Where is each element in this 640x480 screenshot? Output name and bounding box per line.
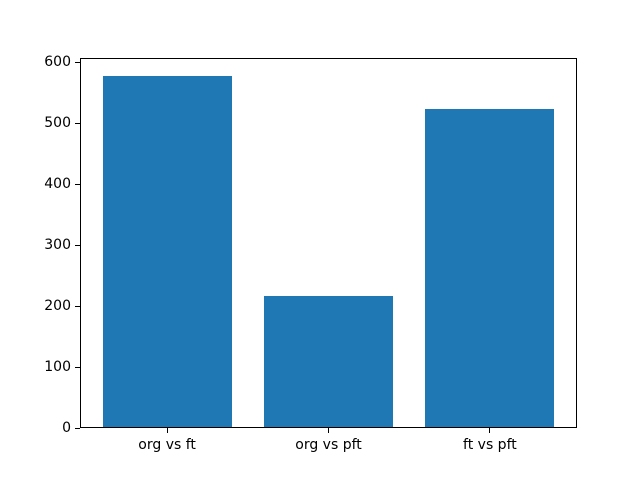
y-tick-label: 100 — [44, 359, 71, 376]
bar — [425, 108, 555, 428]
y-tick-mark — [75, 244, 80, 246]
y-tick-mark — [75, 61, 80, 63]
y-tick-mark — [75, 305, 80, 307]
y-tick-label: 600 — [44, 54, 71, 71]
y-tick-label: 0 — [62, 420, 71, 436]
y-tick-mark — [75, 366, 80, 368]
y-tick-label: 400 — [44, 176, 71, 193]
bar — [264, 295, 394, 428]
x-tick-label: org vs pft — [295, 437, 362, 453]
y-tick-mark — [75, 183, 80, 185]
x-tick-mark — [166, 428, 168, 433]
y-tick-mark — [75, 427, 80, 429]
x-tick-mark — [328, 428, 329, 433]
bar — [102, 75, 232, 428]
x-tick-label: org vs ft — [138, 437, 196, 453]
x-tick-mark — [489, 428, 491, 433]
y-tick-label: 200 — [44, 298, 71, 315]
y-tick-label: 300 — [44, 237, 71, 254]
y-tick-mark — [75, 122, 80, 124]
y-tick-label: 500 — [44, 115, 71, 132]
x-tick-label: ft vs pft — [463, 437, 517, 453]
